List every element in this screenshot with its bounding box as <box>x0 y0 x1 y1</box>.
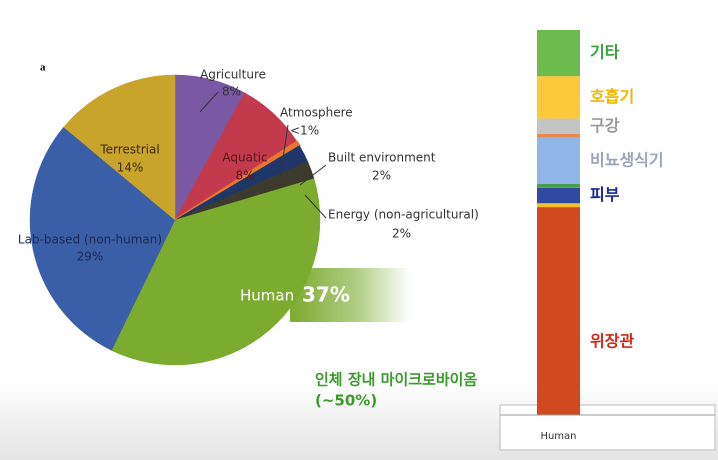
slice-label: Human <box>240 287 294 305</box>
bar-segment <box>537 187 580 204</box>
slice-label: Aquatic <box>222 151 267 165</box>
x-axis-box <box>499 404 716 451</box>
human-highlight <box>290 268 410 322</box>
bar-segment <box>537 133 580 138</box>
value-label: 37% <box>302 283 350 307</box>
slice-label: Atmosphere <box>280 106 353 120</box>
slice-label: Terrestrial <box>99 143 159 157</box>
value-label: 8% <box>235 169 254 183</box>
value-label: 2% <box>392 227 411 241</box>
leader-line <box>279 124 289 179</box>
legend-label: 피부 <box>590 185 620 204</box>
slice-label: Agriculture <box>200 68 266 82</box>
bar-segment <box>537 184 580 188</box>
value-label: <1% <box>290 124 319 138</box>
leader-line <box>299 164 327 186</box>
panel-label: a <box>40 62 46 74</box>
bar-segment <box>537 137 580 184</box>
legend-label: 구강 <box>590 116 620 135</box>
legend-label: 기타 <box>590 43 620 62</box>
value-label: 2% <box>372 169 391 183</box>
slice-label: Lab-based (non-human) <box>18 233 162 247</box>
leader-line <box>304 194 327 219</box>
bar-segment <box>537 30 580 77</box>
annotation: 인체 장내 마이크로바이옴 <box>315 371 477 389</box>
bar-segment <box>537 76 580 119</box>
x-tick-label: Human <box>540 431 576 442</box>
value-label: 29% <box>77 250 104 264</box>
legend-label: 위장관 <box>590 332 634 351</box>
legend-label: 비뇨생식기 <box>590 150 664 169</box>
value-label: 14% <box>117 161 144 175</box>
value-label: 8% <box>222 85 241 99</box>
annotation: (~50%) <box>315 392 377 410</box>
leader-line <box>199 91 219 113</box>
pie-slice <box>111 178 321 366</box>
pie-slice <box>63 74 176 221</box>
slice-label: Energy (non-agricultural) <box>328 208 479 222</box>
bar-segment <box>537 207 580 415</box>
slice-label: Built environment <box>328 151 436 165</box>
legend-label: 호흡기 <box>590 87 634 106</box>
bar-segment <box>537 203 580 208</box>
label-bg <box>584 324 694 361</box>
bar-segment <box>537 118 580 134</box>
pie-slice <box>29 126 176 351</box>
